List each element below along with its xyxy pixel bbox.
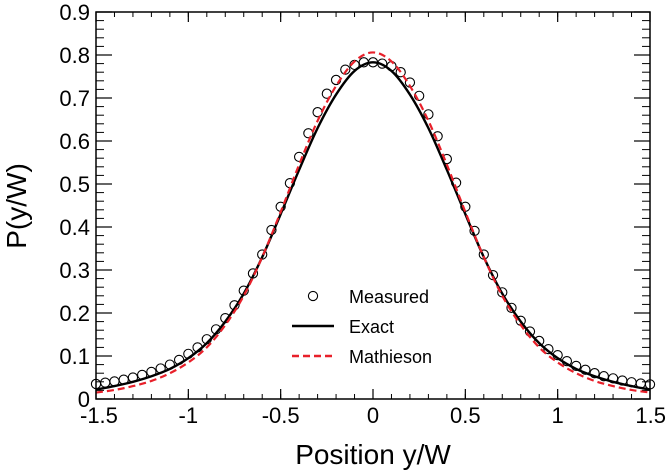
series-layer — [90, 51, 656, 394]
legend: Measured Exact Mathieson — [292, 287, 432, 367]
data-point — [321, 88, 332, 99]
tick-labels: -1.5 -1 -0.5 0 0.5 1 1.5 0 0.1 0.2 0.3 0.4 0.5 0.6 0.7… — [59, 0, 666, 428]
series-line-mathieson — [95, 51, 651, 394]
data-point — [312, 107, 323, 118]
y-tick-label: 0.3 — [59, 258, 90, 283]
y-tick-label: 0.6 — [59, 129, 90, 154]
data-point — [543, 343, 554, 355]
y-tick-label: 0.1 — [59, 344, 90, 369]
x-tick-label: -0.5 — [262, 403, 300, 428]
y-tick-label: 0.9 — [59, 0, 90, 25]
legend-label-measured: Measured — [349, 287, 429, 307]
data-point — [303, 128, 314, 139]
series-line-exact — [95, 61, 651, 391]
y-tick-label: 0.8 — [59, 43, 90, 68]
data-point — [395, 67, 406, 78]
data-point — [340, 64, 351, 75]
legend-marker-measured — [307, 290, 319, 302]
y-tick-label: 0.2 — [59, 301, 90, 326]
y-tick-label: 0.5 — [59, 172, 90, 197]
data-point — [100, 377, 111, 388]
x-tick-label: 0.5 — [450, 403, 481, 428]
legend-label-exact: Exact — [349, 317, 394, 337]
data-point — [589, 368, 600, 379]
y-axis-label: P(y/W) — [1, 163, 32, 249]
ticks-layer — [95, 11, 651, 400]
x-tick-label: 1.5 — [635, 403, 666, 428]
y-tick-label: 0.4 — [59, 215, 90, 240]
y-tick-label: 0.7 — [59, 86, 90, 111]
data-point — [506, 302, 517, 313]
x-tick-label: -1 — [179, 403, 199, 428]
x-tick-label: 0 — [367, 403, 379, 428]
plot-frame — [95, 11, 651, 400]
x-tick-label: -1.5 — [80, 403, 118, 428]
x-axis-label: Position y/W — [295, 439, 451, 470]
series-measured — [90, 57, 656, 390]
x-tick-label: 1 — [552, 403, 564, 428]
y-tick-label: 0 — [78, 387, 90, 412]
legend-label-mathieson: Mathieson — [349, 347, 432, 367]
